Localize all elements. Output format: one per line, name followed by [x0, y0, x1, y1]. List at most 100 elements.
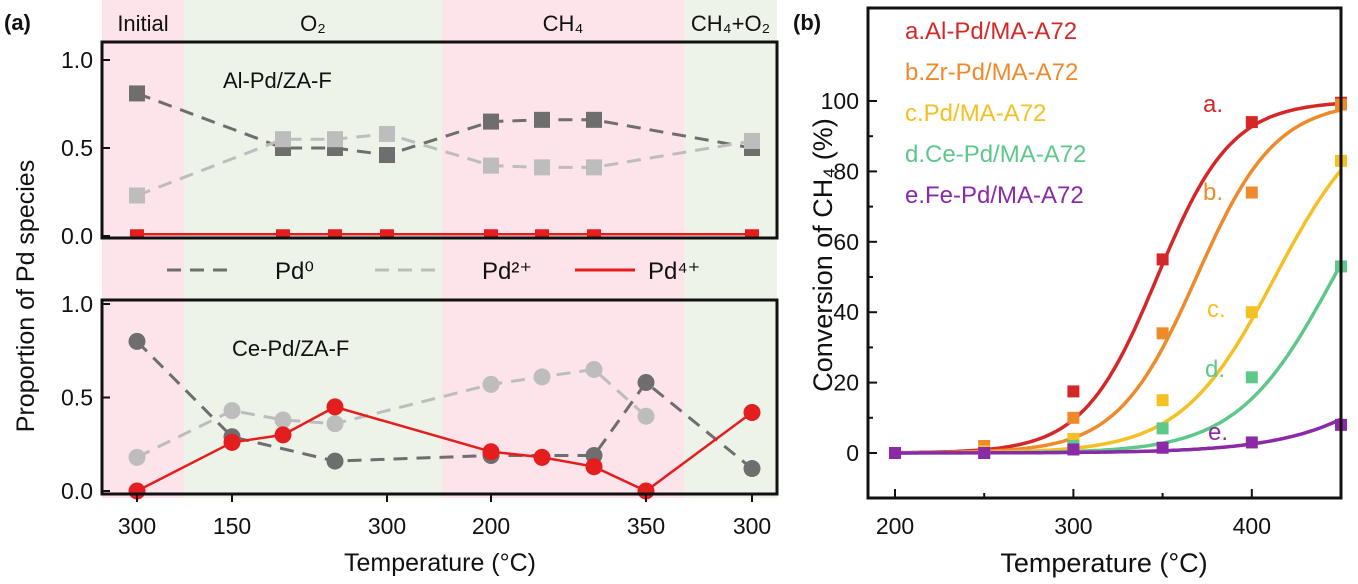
series-marker-2-3-5	[482, 443, 500, 461]
series-marker-1-1-7	[586, 111, 602, 128]
series-marker-2-2-5	[482, 375, 500, 393]
legend-label-a-3: Pd⁴⁺	[648, 258, 700, 285]
curve-letters: a. b. c. d. e.	[1203, 91, 1228, 446]
x-tick-label-a-1: 150	[213, 513, 251, 539]
plot-frame-b	[866, 6, 1343, 500]
phase-label-3: CH₄	[543, 11, 584, 36]
series-marker-1-3-0	[130, 229, 144, 240]
series-marker-2-2-2	[274, 411, 292, 429]
data-point-1-1	[1067, 385, 1080, 398]
series-marker-2-3-9	[743, 403, 761, 421]
legend-label-b-1: a.Al-Pd/MA-A72	[905, 18, 1077, 45]
y-tick-label-1-0: 0.0	[61, 223, 93, 249]
series-marker-1-3-6	[535, 229, 549, 240]
series-line-2-2	[136, 367, 648, 459]
series-marker-2-2-0	[128, 448, 146, 466]
y-tick-label-b-4: 80	[833, 158, 859, 184]
phase-label-1: Initial	[117, 11, 168, 36]
data-point-2-4	[1245, 186, 1258, 199]
legend-a: Pd⁰ Pd²⁺ Pd⁴⁺	[167, 258, 700, 285]
series-marker-2-1-0	[128, 332, 146, 350]
series-marker-2-2-7	[585, 360, 603, 378]
top-series	[129, 85, 760, 240]
y-tick-label-1-1: 0.5	[61, 135, 93, 161]
axes-a: 0.0 0.5 1.0 0.0 0.5 1.0 300 150 300 200 350 300	[61, 47, 771, 539]
top-inset-title: Al-Pd/ZA-F	[223, 68, 332, 93]
x-tick-label-b-0: 200	[876, 513, 914, 539]
series-marker-2-1-3	[326, 452, 344, 470]
series-marker-2-2-3	[326, 415, 344, 433]
x-axis-title-b: Temperature (°C)	[1000, 548, 1207, 578]
series-marker-2-2-8	[637, 407, 655, 425]
legend-b: a.Al-Pd/MA-A72 b.Zr-Pd/MA-A72 c.Pd/MA-A72 d…	[905, 18, 1086, 209]
series-marker-1-2-5	[483, 157, 499, 174]
legend-label-b-5: e.Fe-Pd/MA-A72	[905, 182, 1084, 209]
series-marker-1-3-5	[484, 229, 498, 240]
panel-a-letter: (a)	[4, 10, 31, 35]
data-point-3-3	[1156, 394, 1169, 407]
data-point-5-3	[1156, 441, 1169, 454]
top-plot-frame	[100, 40, 779, 240]
series-marker-1-1-6	[534, 111, 550, 128]
series-marker-1-3-3	[328, 229, 342, 240]
y-tick-label-b-3: 60	[833, 229, 859, 255]
series-marker-2-3-1	[223, 433, 241, 451]
data-point-3-4	[1245, 306, 1258, 319]
series-marker-2-1-9	[743, 460, 761, 478]
curve-letter-1: a.	[1203, 91, 1223, 118]
curve-letter-5: e.	[1208, 419, 1228, 446]
series-marker-2-3-2	[274, 426, 292, 444]
series-marker-2-3-3	[326, 398, 344, 416]
panel-b-letter: (b)	[793, 10, 821, 35]
y-axis-title-b: Conversion of CH₄ (%)	[808, 118, 838, 392]
fit-curves	[895, 101, 1343, 455]
bottom-inset-title: Ce-Pd/ZA-F	[232, 336, 349, 361]
y-tick-label-b-1: 20	[833, 370, 859, 396]
series-marker-1-1-5	[483, 113, 499, 130]
series-marker-2-2-1	[223, 402, 241, 420]
phase-bands	[102, 0, 777, 498]
phase-label-4: CH₄+O₂	[691, 11, 770, 36]
series-marker-1-1-4	[379, 147, 395, 164]
series-marker-2-1-8	[637, 374, 655, 392]
x-tick-label-a-3: 200	[472, 513, 510, 539]
y-tick-label-2-2: 1.0	[61, 291, 93, 317]
y-tick-label-b-2: 40	[833, 299, 859, 325]
series-line-1-1	[136, 91, 753, 157]
legend-label-a-1: Pd⁰	[275, 258, 314, 285]
curve-letter-3: c.	[1207, 296, 1226, 323]
y-tick-label-2-1: 0.5	[61, 385, 93, 411]
data-point-5-1	[978, 447, 991, 459]
series-marker-1-3-7	[587, 229, 601, 240]
data-point-4-3	[1156, 422, 1169, 435]
y-tick-label-b-0: 0	[846, 440, 859, 466]
x-axis-title-a: Temperature (°C)	[344, 549, 536, 577]
data-point-1-2	[1156, 253, 1169, 266]
series-marker-1-2-6	[534, 159, 550, 176]
legend-label-b-4: d.Ce-Pd/MA-A72	[905, 141, 1086, 168]
data-point-5-0	[889, 447, 901, 459]
x-tick-label-a-5: 300	[733, 513, 771, 539]
series-marker-1-1-0	[129, 85, 145, 102]
phase-band-1	[102, 0, 184, 498]
phase-labels: Initial O₂ CH₄ CH₄+O₂	[117, 11, 770, 36]
phase-band-4	[684, 0, 777, 498]
y-tick-label-1-2: 1.0	[61, 47, 93, 73]
x-tick-label-a-2: 300	[368, 513, 406, 539]
axes-b: 200 300 400 0 20 40 60 80 100	[821, 88, 1271, 539]
legend-label-b-2: b.Zr-Pd/MA-A72	[905, 59, 1078, 86]
phase-label-2: O₂	[300, 11, 326, 36]
series-marker-1-2-9	[744, 132, 760, 149]
x-tick-label-b-1: 300	[1054, 513, 1092, 539]
data-point-2-3	[1156, 327, 1169, 340]
y-tick-label-2-0: 0.0	[61, 478, 93, 504]
series-marker-1-2-0	[129, 187, 145, 204]
legend-label-a-2: Pd²⁺	[482, 258, 532, 285]
series-marker-2-2-6	[533, 368, 551, 386]
series-marker-1-3-4	[380, 229, 394, 240]
series-marker-1-2-7	[586, 159, 602, 176]
series-line-1-2	[136, 132, 753, 197]
data-points	[889, 96, 1347, 459]
series-marker-1-2-2	[275, 131, 291, 148]
